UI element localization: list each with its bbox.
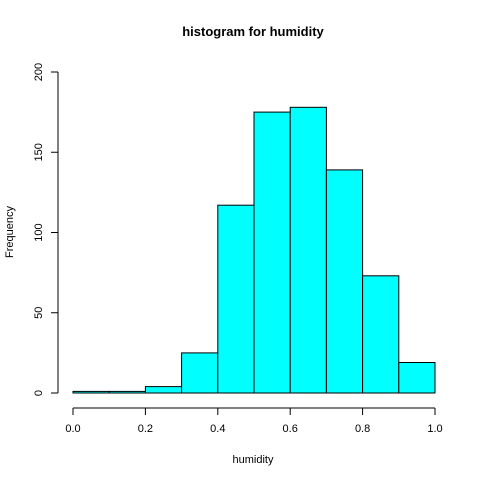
x-tick-label: 1.0	[427, 423, 442, 435]
histogram-bar-2	[145, 387, 181, 393]
histogram-bar-6	[290, 107, 326, 393]
y-tick-label: 150	[33, 143, 45, 161]
x-tick-label: 0.8	[355, 423, 370, 435]
y-tick-label: 0	[33, 390, 45, 396]
x-tick-label: 0.6	[283, 423, 298, 435]
histogram-bar-0	[73, 391, 109, 393]
y-axis-label: Frequency	[4, 206, 16, 258]
x-axis-label: humidity	[233, 454, 274, 466]
histogram-bar-1	[109, 391, 145, 393]
histogram-bar-8	[363, 276, 399, 393]
y-axis: 0 50 100 150 200	[33, 63, 58, 396]
y-tick-label: 50	[33, 307, 45, 319]
chart-title: histogram for humidity	[182, 24, 324, 39]
histogram-bar-9	[399, 363, 435, 394]
x-axis: 0.0 0.2 0.4 0.6 0.8 1.0	[65, 408, 442, 435]
histogram-bar-5	[254, 112, 290, 393]
y-tick-label: 100	[33, 223, 45, 241]
x-tick-label: 0.4	[210, 423, 225, 435]
bars-group	[73, 107, 435, 393]
histogram-bar-7	[326, 170, 362, 393]
histogram-bar-4	[218, 205, 254, 393]
y-tick-label: 200	[33, 63, 45, 81]
histogram-bar-3	[182, 353, 218, 393]
x-tick-label: 0.0	[65, 423, 80, 435]
x-tick-label: 0.2	[138, 423, 153, 435]
